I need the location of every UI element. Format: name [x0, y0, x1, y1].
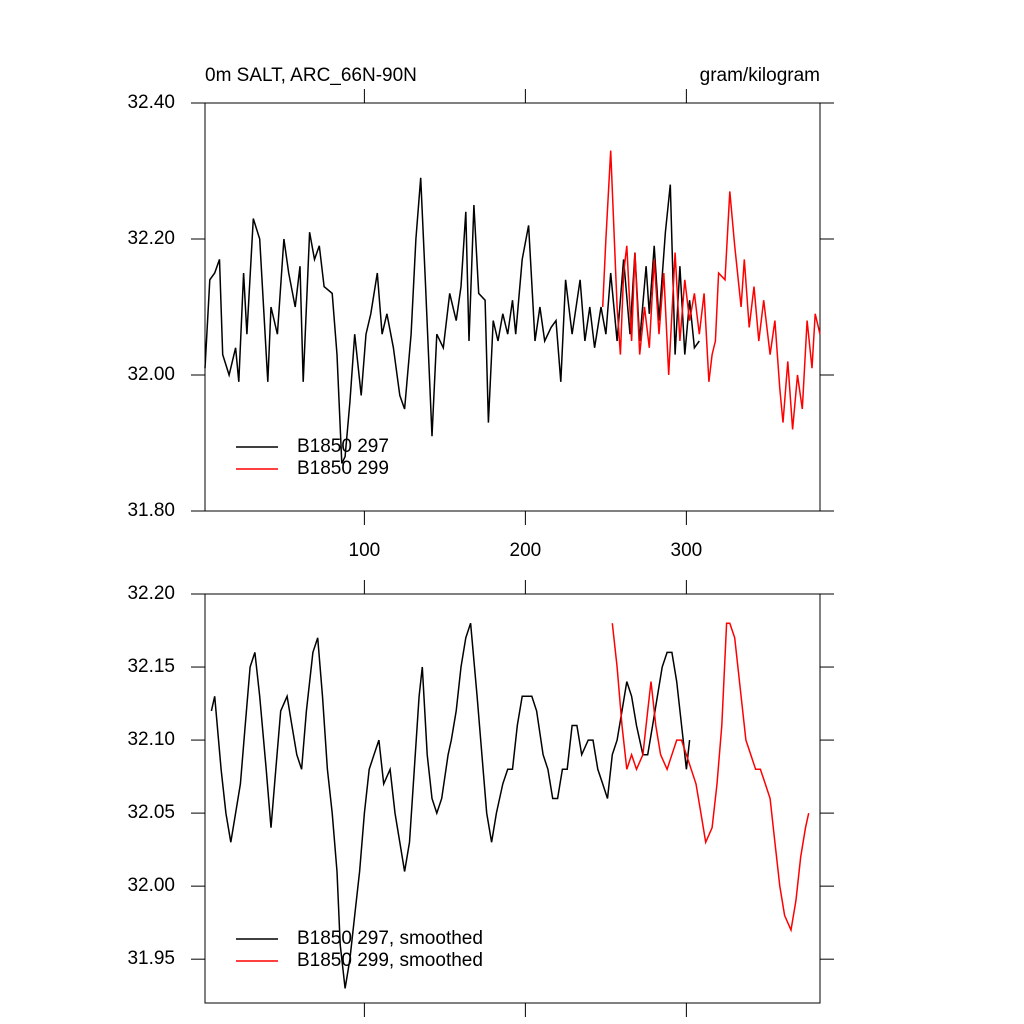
x-tick-label: 100	[349, 540, 381, 561]
y-tick-label: 31.95	[127, 948, 175, 969]
legend-label: B1850 299, smoothed	[297, 950, 483, 971]
series-line	[204, 177, 700, 464]
series-line	[210, 622, 691, 989]
units-label: gram/kilogram	[700, 65, 820, 86]
legend-label: B1850 297, smoothed	[297, 928, 483, 949]
y-tick-label: 32.00	[127, 364, 175, 385]
chart-title: 0m SALT, ARC_66N-90N	[205, 65, 417, 86]
y-tick-label: 32.05	[127, 802, 175, 823]
series-line	[611, 622, 810, 933]
y-tick-label: 32.00	[127, 875, 175, 896]
legend-label: B1850 297	[297, 436, 389, 457]
y-tick-label: 32.20	[127, 228, 175, 249]
series-line	[601, 150, 821, 430]
plot-frame	[204, 102, 821, 512]
legend-label: B1850 299	[297, 458, 389, 479]
x-tick-label: 200	[510, 540, 542, 561]
y-tick-label: 32.15	[127, 656, 175, 677]
plot-frame	[204, 593, 821, 1004]
x-tick-label: 300	[671, 540, 703, 561]
y-tick-label: 32.40	[127, 92, 175, 113]
y-tick-label: 32.20	[127, 583, 175, 604]
y-tick-label: 31.80	[127, 500, 175, 521]
y-tick-label: 32.10	[127, 729, 175, 750]
